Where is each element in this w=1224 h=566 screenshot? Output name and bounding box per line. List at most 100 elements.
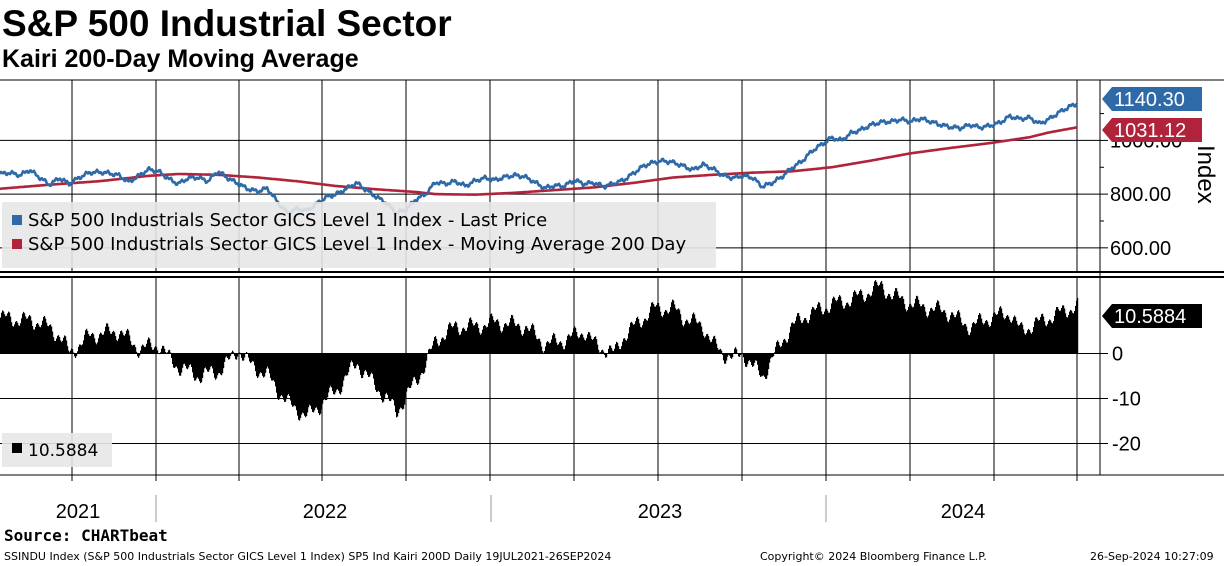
kairi-bar	[563, 349, 565, 354]
kairi-bar	[41, 325, 43, 354]
kairi-bar	[459, 335, 461, 354]
kairi-bar	[213, 353, 215, 374]
kairi-bar	[410, 353, 412, 388]
kairi-bar	[790, 326, 792, 354]
kairi-bar	[591, 338, 593, 354]
kairi-bar	[18, 325, 20, 354]
kairi-bar	[234, 353, 236, 357]
kairi-bar	[658, 303, 660, 354]
kairi-bar	[376, 353, 378, 393]
kairi-bar	[913, 306, 915, 354]
kairi-bar	[170, 352, 172, 354]
kairi-bar	[1001, 308, 1003, 354]
kairi-bar	[1045, 325, 1047, 354]
kairi-bar	[600, 352, 602, 354]
kairi-bar	[389, 353, 391, 401]
kairi-tag-shape	[1102, 304, 1202, 328]
kairi-bar	[323, 353, 325, 401]
kairi-bar	[146, 343, 148, 354]
kairi-bar	[624, 338, 626, 354]
kairi-bar	[119, 334, 121, 354]
kairi-bar	[284, 353, 286, 402]
kairi-bar	[592, 339, 594, 354]
kairi-bar	[488, 323, 490, 354]
kairi-bar	[494, 322, 496, 354]
kairi-bar	[808, 323, 810, 354]
kairi-bar	[288, 353, 290, 394]
kairi-bar	[752, 353, 754, 367]
kairi-bar	[512, 315, 514, 354]
kairi-bar	[345, 353, 347, 376]
kairi-bar	[467, 327, 469, 354]
kairi-bar	[484, 324, 486, 354]
kairi-bar	[246, 351, 248, 354]
kairi-bar	[295, 353, 297, 407]
kairi-bar	[1046, 326, 1048, 354]
kairi-bar	[133, 344, 135, 354]
last-price-tag: 1140.30	[1102, 87, 1202, 111]
kairi-bar	[1002, 313, 1004, 354]
kairi-bar	[56, 338, 58, 354]
kairi-bar	[962, 325, 964, 354]
kairi-bars	[0, 280, 1079, 421]
kairi-bar	[425, 353, 427, 368]
kairi-bar	[199, 353, 201, 382]
kairi-bar	[382, 353, 384, 403]
kairi-bar	[549, 343, 551, 354]
kairi-bar	[572, 332, 574, 354]
kairi-bar	[469, 318, 471, 354]
moving-average-tag-text: 1031.12	[1114, 120, 1186, 142]
kairi-bar	[1007, 314, 1009, 354]
kairi-bar	[548, 342, 550, 354]
kairi-bar	[176, 353, 178, 367]
kairi-bar	[966, 326, 968, 354]
kairi-bar	[999, 307, 1001, 354]
kairi-bar	[601, 350, 603, 354]
kairi-bar	[820, 306, 822, 354]
kairi-bar	[517, 324, 519, 354]
kairi-bar	[378, 353, 380, 391]
kairi-bar	[296, 353, 298, 411]
kairi-bar	[118, 338, 120, 354]
kairi-bar	[823, 314, 825, 354]
kairi-bar	[804, 318, 806, 354]
kairi-bar	[509, 322, 511, 354]
kairi-bar	[855, 291, 857, 354]
moving-average-tag-shape	[1102, 118, 1202, 142]
kairi-bar	[264, 353, 266, 377]
kairi-bar	[240, 353, 242, 355]
kairi-bar	[492, 316, 494, 354]
kairi-bar	[687, 320, 689, 354]
kairi-bar	[29, 314, 31, 354]
kairi-bar	[534, 329, 536, 354]
kairi-bar	[471, 319, 473, 354]
kairi-bar	[1022, 324, 1024, 354]
kairi-bar	[829, 312, 831, 354]
moving-average-line	[0, 126, 1078, 196]
kairi-bar	[351, 353, 353, 361]
y-tick-label: 600.00	[1110, 238, 1171, 260]
kairi-bar	[290, 353, 292, 401]
kairi-bar	[167, 352, 169, 354]
kairi-bar	[159, 353, 161, 355]
kairi-bar	[117, 341, 119, 354]
kairi-bar	[317, 353, 319, 410]
kairi-bar	[678, 308, 680, 354]
kairi-bar	[10, 316, 12, 354]
kairi-bar	[732, 353, 734, 358]
kairi-bar	[178, 353, 180, 373]
last-price-tag-shape	[1102, 87, 1202, 111]
kairi-bar	[902, 296, 904, 354]
kairi-bar	[707, 333, 709, 354]
kairi-bar	[419, 353, 421, 380]
kairi-bar	[883, 289, 885, 354]
kairi-bar	[371, 353, 373, 373]
kairi-bar	[739, 353, 741, 357]
kairi-bar	[365, 353, 367, 370]
kairi-bar	[515, 325, 517, 354]
kairi-bar	[873, 285, 875, 354]
kairi-bar	[396, 353, 398, 418]
kairi-bar	[848, 304, 850, 354]
kairi-bar	[135, 347, 137, 354]
kairi-bar	[150, 342, 152, 354]
